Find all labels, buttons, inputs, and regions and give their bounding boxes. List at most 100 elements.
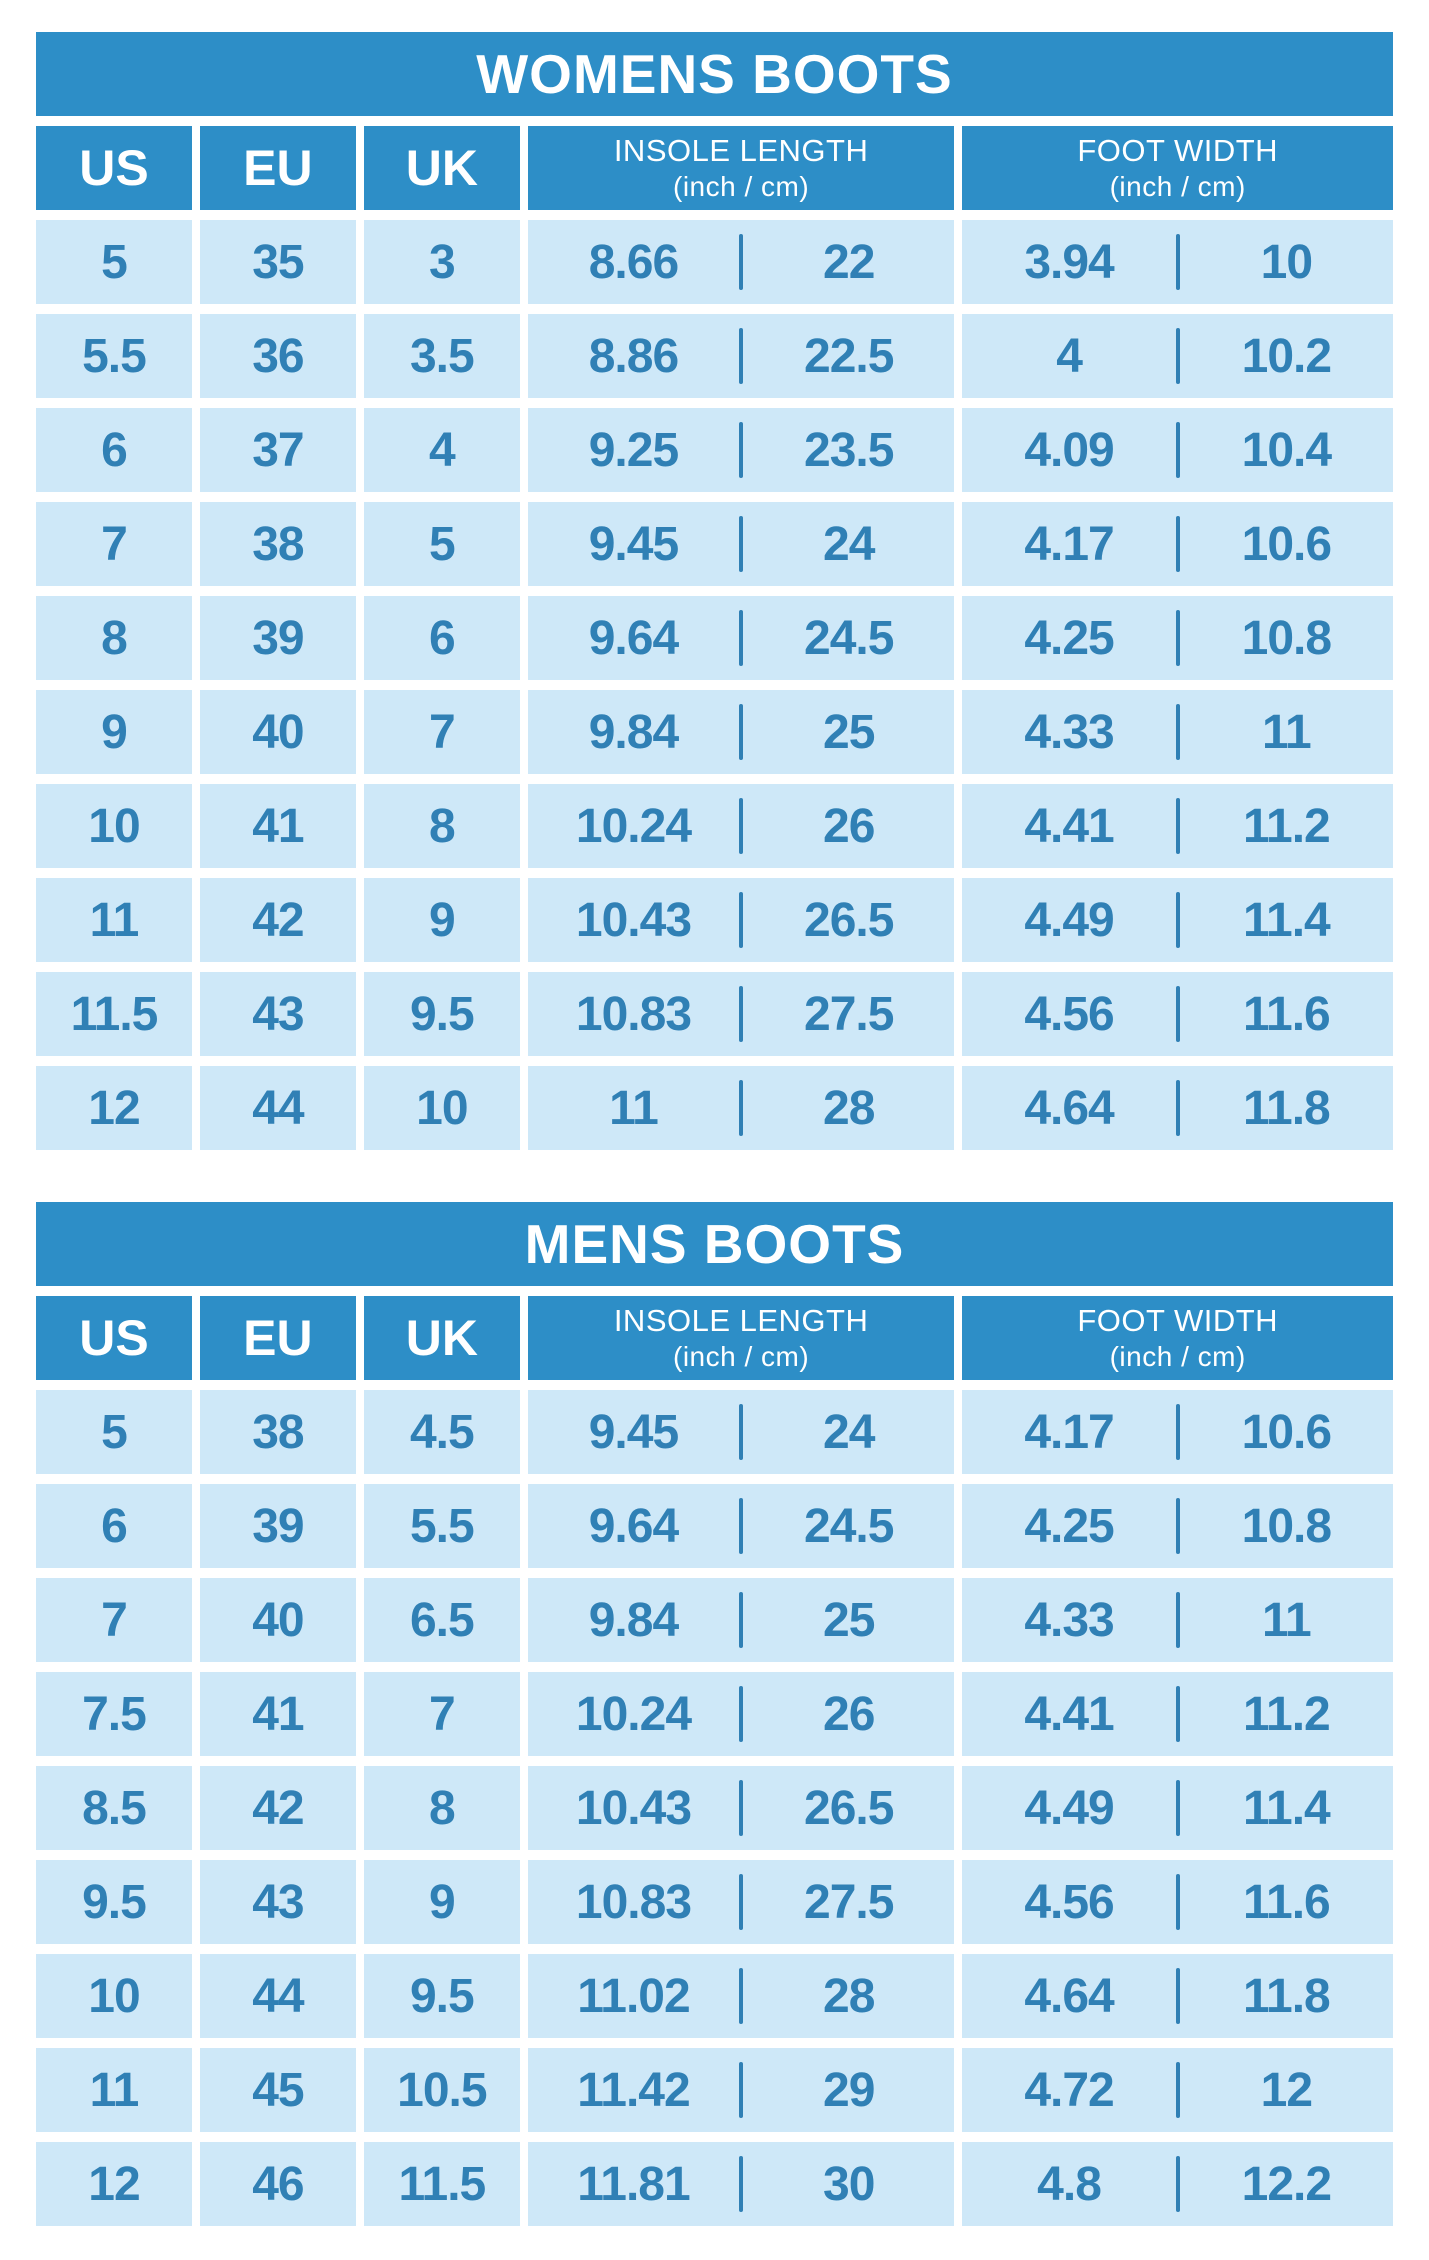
insole-cm-value: 22 [823, 235, 875, 289]
cell-insole: 9.45 24 [527, 502, 955, 586]
divider-line [739, 1874, 744, 1930]
insole-inch-value: 8.66 [588, 235, 679, 289]
foot-width-cm-value: 11 [1261, 1593, 1312, 1647]
cell-uk: 10 [363, 1066, 520, 1150]
insole-inch-value: 10.43 [575, 893, 692, 947]
divider-line [1175, 1874, 1180, 1930]
divider-line [1175, 1592, 1180, 1648]
divider-line [739, 1968, 744, 2024]
cell-eu: 35 [199, 220, 356, 304]
cell-uk: 7 [363, 1672, 520, 1756]
cell-foot-width: 4.49 11.4 [962, 878, 1393, 962]
divider-line [739, 422, 744, 478]
divider-line [739, 1498, 744, 1554]
divider-line [739, 704, 744, 760]
cell-insole: 9.84 25 [527, 1578, 955, 1662]
cell-insole: 9.64 24.5 [527, 596, 955, 680]
cell-insole: 11.42 29 [527, 2048, 955, 2132]
insole-inch-value: 9.45 [588, 517, 679, 571]
cell-us: 12 [36, 1066, 192, 1150]
foot-width-inch-value: 4.41 [1024, 1687, 1114, 1741]
divider-line [1175, 2062, 1180, 2118]
foot-width-inch-value: 4.17 [1024, 517, 1114, 571]
divider-line [1175, 1498, 1180, 1554]
cell-foot-width: 3.94 10 [962, 220, 1393, 304]
cell-eu: 46 [199, 2142, 356, 2226]
cell-us: 7 [36, 502, 192, 586]
insole-inch-value: 9.45 [588, 1405, 679, 1459]
insole-cm-value: 26 [823, 799, 875, 853]
cell-foot-width: 4.49 11.4 [962, 1766, 1393, 1850]
cell-foot-width: 4.8 12.2 [962, 2142, 1393, 2226]
divider-line [1175, 1780, 1180, 1836]
insole-inch-value: 11.42 [577, 2063, 690, 2117]
divider-line [739, 2062, 744, 2118]
foot-width-inch-value: 4.72 [1024, 2063, 1114, 2117]
insole-inch-value: 11.02 [577, 1969, 690, 2023]
divider-line [1175, 798, 1180, 854]
foot-width-inch-value: 4.41 [1024, 799, 1114, 853]
cell-foot-width: 4.72 12 [962, 2048, 1393, 2132]
insole-inch-value: 10.24 [575, 1687, 692, 1741]
divider-line [739, 1080, 744, 1136]
cell-insole: 10.43 26.5 [527, 878, 955, 962]
divider-line [1175, 610, 1180, 666]
foot-width-inch-value: 4.33 [1024, 1593, 1114, 1647]
cell-eu: 41 [199, 1672, 356, 1756]
col-header-insole-units: (inch / cm) [673, 1340, 810, 1372]
cell-foot-width: 4.25 10.8 [962, 1484, 1393, 1568]
cell-uk: 9.5 [363, 1954, 520, 2038]
cell-insole: 8.66 22 [527, 220, 955, 304]
cell-uk: 7 [363, 690, 520, 774]
cell-eu: 37 [199, 408, 356, 492]
foot-width-inch-value: 4.8 [1037, 2157, 1102, 2211]
foot-width-cm-value: 11.6 [1242, 987, 1331, 1041]
foot-width-cm-value: 11.4 [1242, 1781, 1331, 1835]
insole-cm-value: 29 [823, 2063, 875, 2117]
col-header-foot-units: (inch / cm) [1109, 1340, 1246, 1372]
foot-width-cm-value: 11.2 [1242, 799, 1331, 853]
foot-width-cm-value: 11 [1261, 705, 1312, 759]
divider-line [739, 1780, 744, 1836]
cell-uk: 6.5 [363, 1578, 520, 1662]
divider-line [739, 2156, 744, 2212]
cell-us: 7 [36, 1578, 192, 1662]
col-header-insole-label: INSOLE LENGTH [613, 133, 869, 169]
cell-insole: 10.43 26.5 [527, 1766, 955, 1850]
divider-line [739, 986, 744, 1042]
col-header-foot: FOOT WIDTH (inch / cm) [962, 1296, 1393, 1380]
divider-line [1175, 704, 1180, 760]
col-header-us: US [36, 126, 192, 210]
foot-width-cm-value: 10.4 [1241, 423, 1332, 477]
foot-width-cm-value: 10.2 [1241, 329, 1332, 383]
cell-us: 6 [36, 1484, 192, 1568]
cell-us: 10 [36, 784, 192, 868]
insole-inch-value: 9.84 [588, 1593, 679, 1647]
mens-boots-table: MENS BOOTS US EU UK INSOLE LENGTH (inch / cm)… [36, 1202, 1393, 2226]
foot-width-cm-value: 10.8 [1241, 611, 1332, 665]
insole-cm-value: 26.5 [804, 893, 894, 947]
col-header-us: US [36, 1296, 192, 1380]
cell-uk: 3.5 [363, 314, 520, 398]
cell-uk: 9 [363, 878, 520, 962]
divider-line [1175, 1686, 1180, 1742]
divider-line [1175, 516, 1180, 572]
cell-eu: 42 [199, 1766, 356, 1850]
cell-uk: 6 [363, 596, 520, 680]
cell-us: 11.5 [36, 972, 192, 1056]
insole-cm-value: 24.5 [804, 611, 894, 665]
col-header-insole: INSOLE LENGTH (inch / cm) [527, 126, 955, 210]
foot-width-cm-value: 10.8 [1241, 1499, 1332, 1553]
cell-insole: 9.45 24 [527, 1390, 955, 1474]
womens-boots-table: WOMENS BOOTS US EU UK INSOLE LENGTH (inch / c… [36, 32, 1393, 1150]
insole-inch-value: 9.64 [588, 1499, 679, 1553]
cell-uk: 4.5 [363, 1390, 520, 1474]
foot-width-inch-value: 4.56 [1024, 987, 1114, 1041]
foot-width-inch-value: 4.17 [1024, 1405, 1114, 1459]
foot-width-inch-value: 4.09 [1024, 423, 1114, 477]
cell-eu: 43 [199, 972, 356, 1056]
cell-insole: 8.86 22.5 [527, 314, 955, 398]
col-header-uk: UK [363, 126, 520, 210]
divider-line [1175, 1968, 1180, 2024]
cell-eu: 38 [199, 1390, 356, 1474]
